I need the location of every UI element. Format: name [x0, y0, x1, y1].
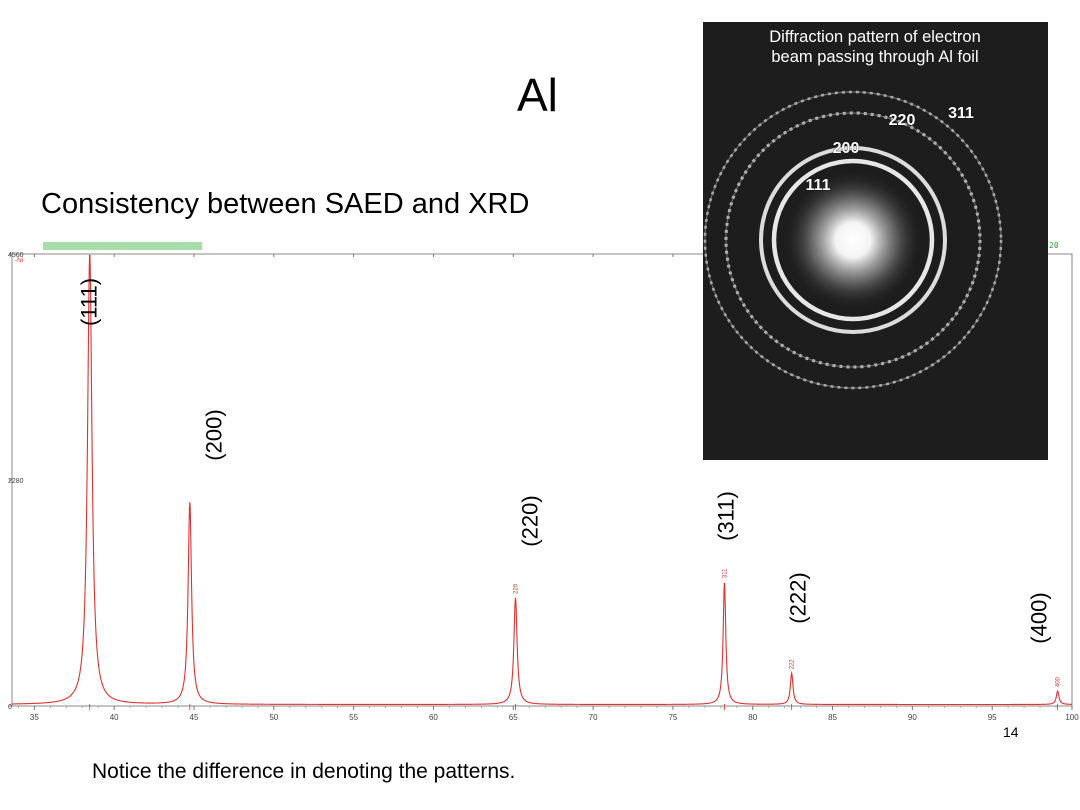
x-tick-label: 85 — [828, 713, 837, 720]
x-tick-label: 55 — [349, 713, 358, 720]
diffraction-ring — [771, 158, 935, 322]
central-beam-glow — [783, 170, 923, 310]
x-tick-label: 35 — [30, 713, 39, 720]
diffraction-ring-halo — [704, 91, 1002, 389]
x-tick-label: 60 — [429, 713, 438, 720]
x-tick-label: 50 — [269, 713, 278, 720]
peak-hkl-label: (220) — [518, 495, 543, 546]
saed-pattern-image: Diffraction pattern of electron beam pas… — [703, 22, 1048, 460]
x-tick-label: 75 — [668, 713, 677, 720]
peak-hkl-label: (200) — [202, 409, 227, 460]
x-tick-label: 80 — [748, 713, 757, 720]
inset-caption-line2: beam passing through Al foil — [771, 48, 978, 66]
x-tick-label: 45 — [190, 713, 199, 720]
xrd-chart: 35 40 45 50 55 60 65 70 75 80 85 90 95 100 0 2280 4560-N… — [8, 252, 1079, 720]
peak-hkl-label: (400) — [1027, 592, 1052, 643]
peak-hkl-label: (111) — [77, 278, 102, 326]
y-tick-label: 2280 — [8, 478, 24, 485]
inset-caption-line1: Diffraction pattern of electron — [769, 28, 981, 46]
y-tick-label: 4560 — [8, 252, 24, 259]
accent-bar — [43, 242, 202, 250]
peak-tag: 311 — [722, 568, 728, 578]
ring-index-label: 111 — [806, 177, 831, 194]
ring-index-label: 220 — [889, 112, 916, 129]
slide-title: Al — [517, 69, 558, 121]
peak-tag: 222 — [790, 659, 796, 670]
x-tick-label: 100 — [1065, 713, 1079, 720]
x-tick-label: 90 — [908, 713, 917, 720]
series-label: -Ni — [15, 257, 23, 264]
diffraction-ring-halo — [725, 112, 981, 368]
x-tick-label: 70 — [589, 713, 598, 720]
ring-index-label: 200 — [833, 140, 860, 157]
x-tick-label: 95 — [988, 713, 997, 720]
y-tick-label: 0 — [8, 704, 12, 711]
x-tick-label: 65 — [509, 713, 518, 720]
footnote: Notice the difference in denoting the pa… — [92, 760, 516, 783]
slide-subtitle: Consistency between SAED and XRD — [41, 188, 530, 220]
diffraction-profile — [11, 254, 1073, 706]
x-tick-label: 40 — [110, 713, 119, 720]
ring-index-label: 311 — [948, 105, 974, 122]
diffraction-ring — [759, 146, 947, 334]
accent-tag: 20 — [1049, 241, 1059, 250]
peak-hkl-label: (311) — [714, 491, 739, 541]
peak-tag: 220 — [514, 583, 520, 594]
page-number: 14 — [1003, 724, 1019, 740]
peak-tag: 400 — [1056, 676, 1062, 687]
peak-hkl-label: (222) — [786, 572, 811, 623]
